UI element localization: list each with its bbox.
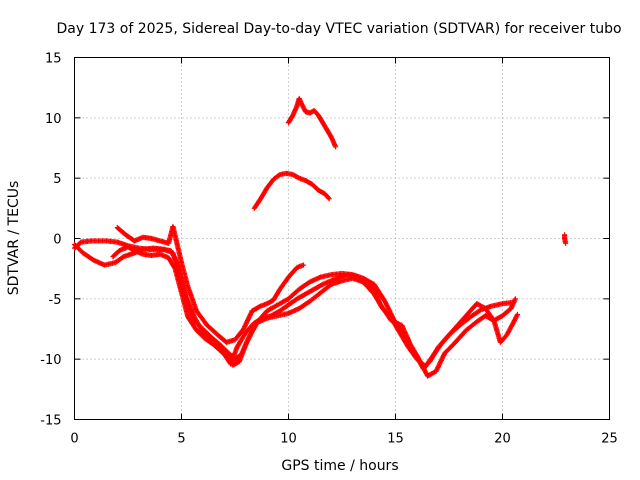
y-tick-label: 15 — [45, 52, 62, 67]
data-point — [563, 240, 569, 246]
x-axis-label: GPS time / hours — [281, 458, 398, 474]
data-marks — [71, 95, 569, 379]
data-series-3 — [114, 223, 307, 345]
x-tick-label: 5 — [177, 432, 185, 447]
data-point — [257, 304, 263, 310]
data-point — [325, 195, 331, 201]
y-tick-label: -5 — [49, 293, 62, 308]
data-point — [514, 311, 521, 318]
data-point — [171, 264, 178, 271]
data-point — [332, 144, 339, 150]
data-point — [512, 296, 518, 302]
axis-ticks: 0 5 10 15 20 25 -15 -10 -5 0 5 10 15 — [40, 52, 618, 447]
x-tick-label: 15 — [387, 432, 404, 447]
data-series-5 — [251, 170, 332, 211]
data-series-7 — [561, 232, 569, 246]
data-series-6 — [285, 95, 339, 150]
y-tick-label: 0 — [53, 233, 61, 248]
data-point — [300, 262, 307, 268]
y-tick-label: -10 — [40, 353, 61, 368]
x-tick-label: 0 — [70, 432, 78, 447]
data-point — [326, 196, 332, 202]
data-point — [276, 172, 282, 178]
y-tick-label: 5 — [53, 172, 61, 187]
y-tick-label: -15 — [40, 414, 61, 429]
grid — [74, 57, 610, 420]
data-series-2 — [71, 241, 521, 379]
data-point — [295, 174, 301, 181]
chart-title: Day 173 of 2025, Sidereal Day-to-day VTE… — [56, 21, 621, 37]
x-tick-label: 10 — [280, 432, 297, 447]
y-tick-label: 10 — [45, 112, 62, 127]
data-series-4 — [110, 244, 518, 370]
x-tick-label: 20 — [494, 432, 511, 447]
x-tick-label: 25 — [601, 432, 618, 447]
y-axis-label: SDTVAR / TECUs — [6, 181, 22, 296]
